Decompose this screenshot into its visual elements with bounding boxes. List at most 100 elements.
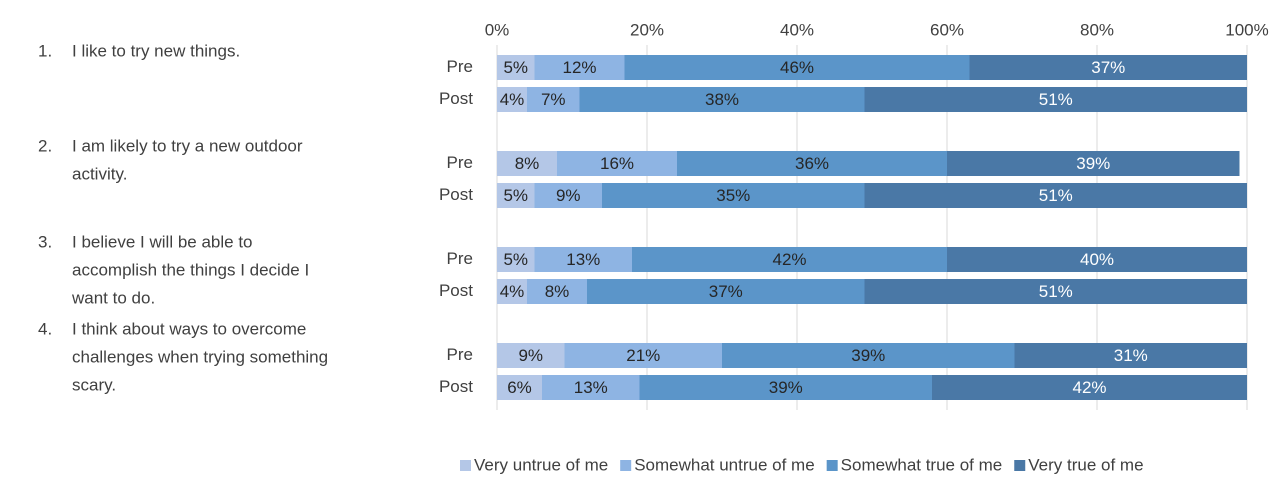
statement-number: 2.	[38, 136, 52, 155]
y-tick-label: Post	[439, 185, 473, 204]
data-label: 36%	[795, 154, 829, 173]
data-label: 4%	[500, 282, 525, 301]
data-label: 9%	[518, 346, 543, 365]
data-label: 39%	[851, 346, 885, 365]
data-label: 21%	[626, 346, 660, 365]
x-tick-label: 40%	[780, 20, 814, 39]
data-label: 8%	[515, 154, 540, 173]
bar-segment	[639, 375, 932, 400]
data-label: 42%	[1072, 378, 1106, 397]
bar-segment	[527, 87, 580, 112]
statement-number: 4.	[38, 319, 52, 338]
bar-segment	[497, 343, 565, 368]
data-label: 6%	[507, 378, 532, 397]
bar-segment	[864, 87, 1247, 112]
statement-line: scary.	[72, 375, 116, 394]
data-label: 38%	[705, 90, 739, 109]
bar-segment	[534, 183, 602, 208]
x-tick-label: 0%	[485, 20, 510, 39]
statement-line: activity.	[72, 164, 127, 183]
statement-line: I like to try new things.	[72, 41, 240, 60]
data-label: 5%	[503, 186, 528, 205]
data-label: 39%	[769, 378, 803, 397]
data-label: 37%	[709, 282, 743, 301]
data-label: 42%	[772, 250, 806, 269]
bar-segment	[947, 247, 1247, 272]
bar-segment	[497, 55, 535, 80]
legend-label: Very true of me	[1028, 455, 1143, 474]
bar-segment	[557, 151, 677, 176]
bar-segment	[497, 247, 535, 272]
data-label: 40%	[1080, 250, 1114, 269]
bar-segment	[497, 375, 542, 400]
x-tick-label: 80%	[1080, 20, 1114, 39]
bar-segment	[497, 87, 527, 112]
statement-line: I am likely to try a new outdoor	[72, 136, 303, 155]
bar-segment	[602, 183, 865, 208]
bar-segment	[497, 151, 557, 176]
bar-segment	[632, 247, 947, 272]
data-label: 39%	[1076, 154, 1110, 173]
y-tick-label: Post	[439, 281, 473, 300]
y-tick-label: Pre	[447, 345, 473, 364]
bar-segment	[497, 183, 535, 208]
statement-line: accomplish the things I decide I	[72, 260, 309, 279]
data-label: 12%	[562, 58, 596, 77]
bar-segment	[1014, 343, 1247, 368]
data-label: 31%	[1114, 346, 1148, 365]
statement-number: 3.	[38, 232, 52, 251]
data-label: 9%	[556, 186, 581, 205]
legend-label: Very untrue of me	[474, 455, 608, 474]
data-label: 13%	[574, 378, 608, 397]
data-label: 51%	[1039, 282, 1073, 301]
bar-segment	[564, 343, 722, 368]
y-tick-label: Pre	[447, 57, 473, 76]
x-tick-label: 20%	[630, 20, 664, 39]
bar-segment	[587, 279, 865, 304]
y-tick-label: Post	[439, 89, 473, 108]
data-label: 5%	[503, 250, 528, 269]
bar-segment	[542, 375, 640, 400]
bar-segment	[864, 279, 1247, 304]
data-label: 16%	[600, 154, 634, 173]
bar-segment	[534, 247, 632, 272]
data-label: 4%	[500, 90, 525, 109]
bar-segment	[534, 55, 625, 80]
bar-segment	[497, 279, 527, 304]
data-label: 8%	[545, 282, 570, 301]
statement-number: 1.	[38, 41, 52, 60]
bar-segment	[932, 375, 1247, 400]
x-tick-label: 60%	[930, 20, 964, 39]
legend-swatch	[1014, 460, 1026, 471]
y-tick-label: Post	[439, 377, 473, 396]
bar-segment	[864, 183, 1247, 208]
data-label: 35%	[716, 186, 750, 205]
y-tick-label: Pre	[447, 249, 473, 268]
statement-line: want to do.	[71, 288, 155, 307]
data-label: 7%	[541, 90, 566, 109]
legend-label: Somewhat untrue of me	[634, 455, 814, 474]
statement-line: I think about ways to overcome	[72, 319, 306, 338]
data-label: 5%	[503, 58, 528, 77]
x-tick-label: 100%	[1225, 20, 1268, 39]
legend-label: Somewhat true of me	[841, 455, 1003, 474]
bar-segment	[527, 279, 587, 304]
bar-segment	[579, 87, 865, 112]
bar-segment	[947, 151, 1240, 176]
legend-swatch	[826, 460, 838, 471]
bar-segment	[624, 55, 970, 80]
data-label: 46%	[780, 58, 814, 77]
bar-segment	[969, 55, 1247, 80]
data-label: 51%	[1039, 90, 1073, 109]
data-label: 51%	[1039, 186, 1073, 205]
data-label: 13%	[566, 250, 600, 269]
statement-line: I believe I will be able to	[72, 232, 253, 251]
legend-swatch	[460, 460, 471, 471]
bar-segment	[722, 343, 1015, 368]
statement-line: challenges when trying something	[72, 347, 328, 366]
data-label: 37%	[1091, 58, 1125, 77]
bar-segment	[677, 151, 947, 176]
legend-swatch	[620, 460, 632, 471]
y-tick-label: Pre	[447, 153, 473, 172]
